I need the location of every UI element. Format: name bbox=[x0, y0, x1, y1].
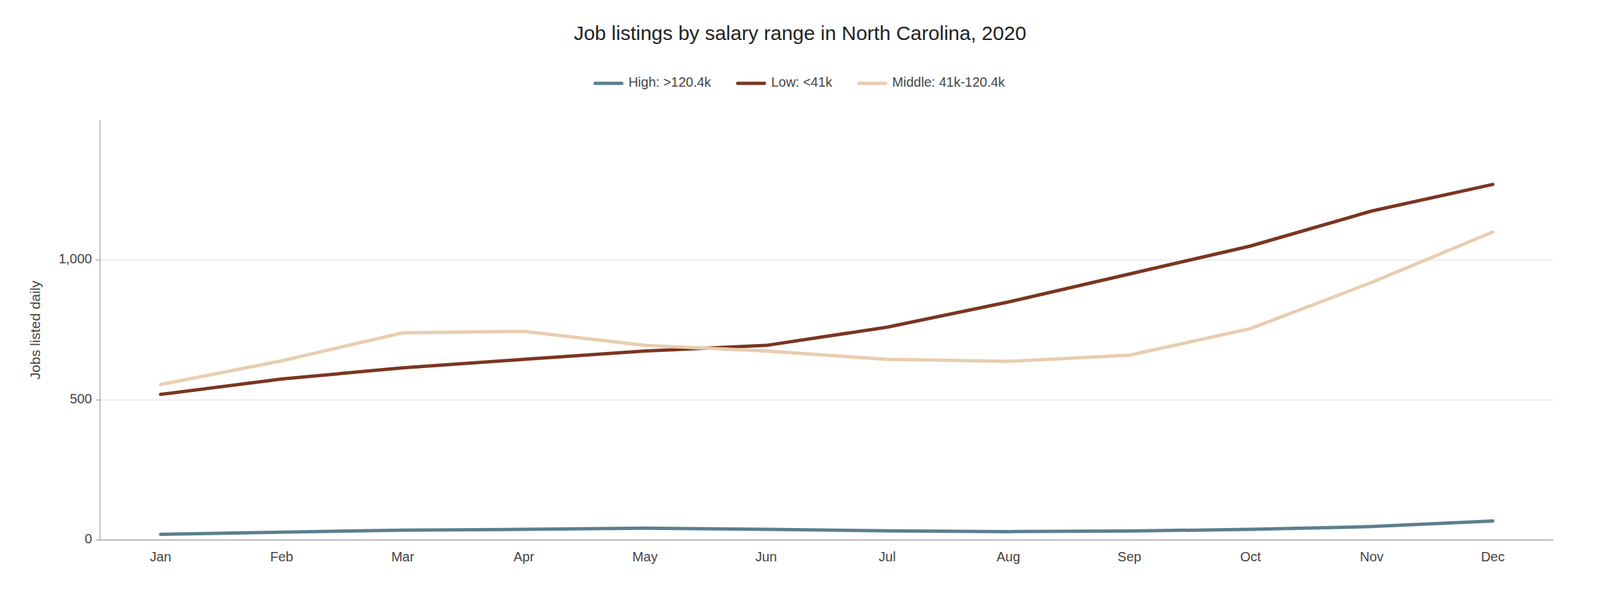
y-tick bbox=[96, 260, 100, 261]
series-line bbox=[160, 232, 1493, 385]
grid-line bbox=[100, 260, 1554, 261]
chart-container: Job listings by salary range in North Ca… bbox=[0, 0, 1600, 600]
legend-label: Middle: 41k-120.4k bbox=[892, 74, 1006, 90]
series-line bbox=[160, 520, 1493, 534]
x-tick-label: Dec bbox=[1480, 549, 1505, 564]
axes: 0 500 1,000 Jan Feb Mar Apr May Jun Jul Aug Sep Oct N… bbox=[58, 120, 1554, 564]
grid-line bbox=[100, 540, 1554, 541]
chart-svg: Job listings by salary range in North Ca… bbox=[0, 0, 1600, 600]
x-tick-label: Jun bbox=[755, 549, 777, 564]
y-tick-label: 0 bbox=[84, 531, 92, 546]
plot-area bbox=[160, 184, 1493, 535]
x-tick-label: Apr bbox=[513, 549, 534, 564]
y-tick bbox=[96, 400, 100, 401]
legend-item: Low: <41k bbox=[738, 74, 834, 90]
x-tick-label: May bbox=[632, 549, 658, 564]
series-line bbox=[160, 184, 1493, 395]
legend-item: High: >120.4k bbox=[595, 74, 712, 90]
legend-swatch bbox=[858, 82, 886, 86]
legend-swatch bbox=[738, 82, 765, 86]
x-tick-label: Jan bbox=[150, 549, 172, 564]
grid bbox=[100, 260, 1554, 540]
y-axis-line bbox=[100, 120, 101, 540]
x-axis-line bbox=[100, 540, 1554, 541]
x-tick-label: Jul bbox=[878, 549, 896, 564]
x-tick-label: Mar bbox=[391, 549, 415, 564]
y-tick-label: 500 bbox=[70, 391, 92, 406]
y-tick bbox=[96, 540, 100, 541]
legend-label: High: >120.4k bbox=[628, 74, 712, 90]
y-tick-label: 1,000 bbox=[58, 251, 92, 266]
x-tick-label: Feb bbox=[270, 549, 293, 564]
legend: High: >120.4k Low: <41k Middle: 41k-120.4k bbox=[595, 74, 1006, 90]
x-tick-label: Aug bbox=[996, 549, 1021, 564]
title: Job listings by salary range in North Ca… bbox=[574, 22, 1027, 44]
x-tick-label: Oct bbox=[1240, 549, 1262, 564]
x-tick-label: Nov bbox=[1360, 549, 1384, 564]
legend-label: Low: <41k bbox=[771, 74, 834, 90]
y-axis-label: Jobs listed daily bbox=[27, 280, 43, 380]
legend-item: Middle: 41k-120.4k bbox=[858, 74, 1006, 90]
x-tick-label: Sep bbox=[1117, 549, 1142, 564]
grid-line bbox=[100, 400, 1554, 401]
legend-swatch bbox=[595, 82, 622, 86]
